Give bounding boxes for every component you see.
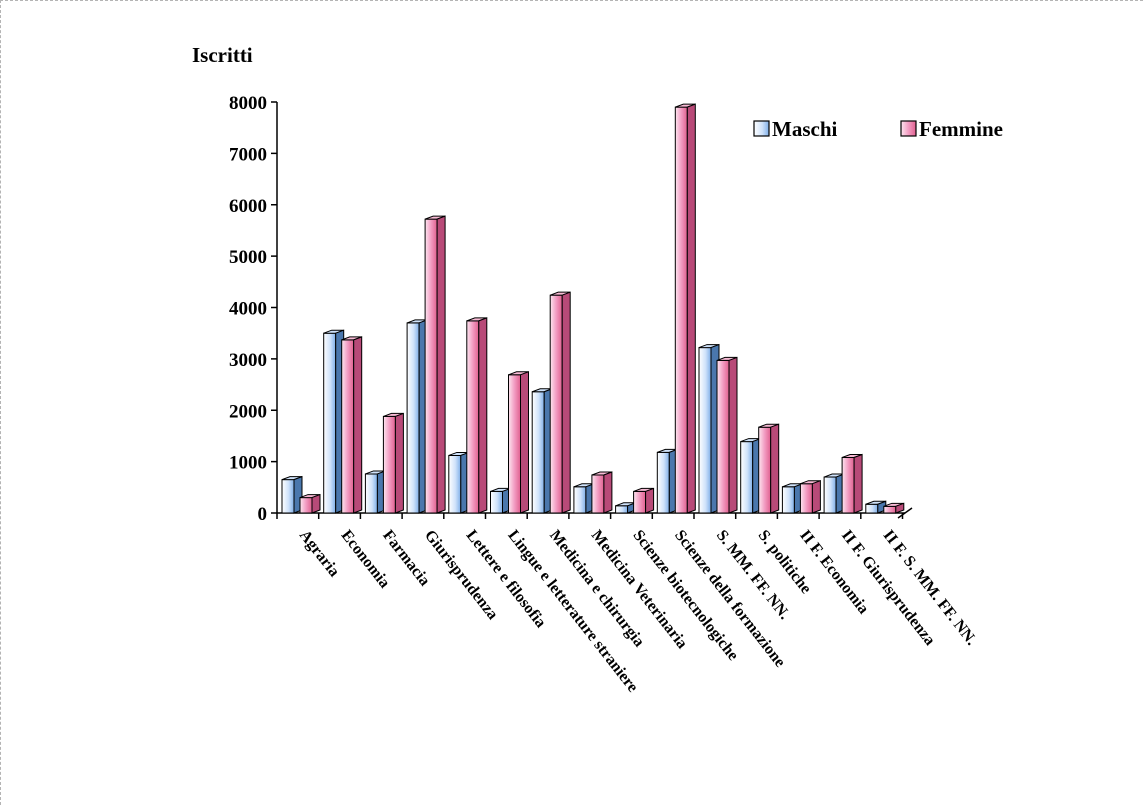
y-tick-label: 3000 — [229, 350, 267, 371]
legend-item-maschi: Maschi — [753, 117, 837, 141]
legend-label: Maschi — [772, 117, 837, 141]
y-tick-label: 1000 — [229, 453, 267, 474]
x-tick-label: Giurisprudenza — [421, 527, 501, 623]
y-tick-label: 8000 — [229, 93, 267, 114]
x-tick-label: S. MM. FF. NN. — [713, 527, 793, 623]
legend-swatch — [900, 120, 917, 137]
y-tick-label: 5000 — [229, 247, 267, 268]
y-tick-label: 0 — [258, 504, 268, 525]
y-tick-label: 7000 — [229, 144, 267, 165]
y-axis-ticks: 0 1000 2000 3000 4000 5000 6000 7000 8000 — [229, 93, 277, 525]
axes — [276, 102, 913, 519]
y-tick-label: 2000 — [229, 401, 267, 422]
bar-maschi — [656, 448, 678, 514]
bar-femmine — [591, 471, 613, 514]
bar-femmine — [716, 356, 738, 514]
y-tick-label: 6000 — [229, 196, 267, 217]
x-tick-label: Agraria — [296, 527, 343, 580]
bar-femmine — [424, 215, 446, 514]
bar-maschi — [781, 483, 803, 514]
y-axis-title: Iscritti — [192, 43, 253, 67]
bar-maschi — [448, 451, 470, 514]
bar-femmine — [758, 423, 780, 514]
bar-femmine — [341, 336, 363, 514]
bar-maschi — [323, 329, 345, 514]
legend: Maschi Femmine — [753, 117, 1003, 141]
bar-maschi — [740, 437, 762, 514]
bar-femmine — [549, 291, 571, 514]
bar-maschi — [823, 473, 845, 514]
bar-femmine — [633, 487, 655, 514]
legend-item-femmine: Femmine — [900, 117, 1003, 141]
legend-label: Femmine — [919, 117, 1003, 141]
bar-femmine — [508, 371, 529, 514]
bar-femmine — [883, 502, 905, 514]
bar-maschi — [865, 500, 887, 514]
legend-swatch — [753, 120, 770, 137]
bar-femmine — [799, 479, 821, 514]
bar-femmine — [841, 453, 863, 514]
bar-maschi — [573, 483, 595, 514]
bar-femmine — [674, 103, 696, 514]
bar-femmine — [299, 493, 321, 514]
bar-maschi — [531, 388, 553, 514]
bar-femmine — [466, 317, 488, 514]
bar-maschi — [364, 470, 386, 514]
bars — [281, 103, 905, 514]
bar-femmine — [382, 412, 404, 514]
y-tick-label: 4000 — [229, 299, 267, 320]
bar-maschi — [406, 319, 428, 514]
bar-maschi — [698, 343, 720, 514]
bar-maschi — [615, 502, 637, 514]
x-axis-end-tick — [897, 507, 913, 519]
x-axis-labels: AgrariaEconomiaFarmaciaGiurisprudenzaLet… — [276, 513, 980, 696]
bar-maschi — [490, 487, 511, 514]
bar-maschi — [281, 475, 303, 514]
